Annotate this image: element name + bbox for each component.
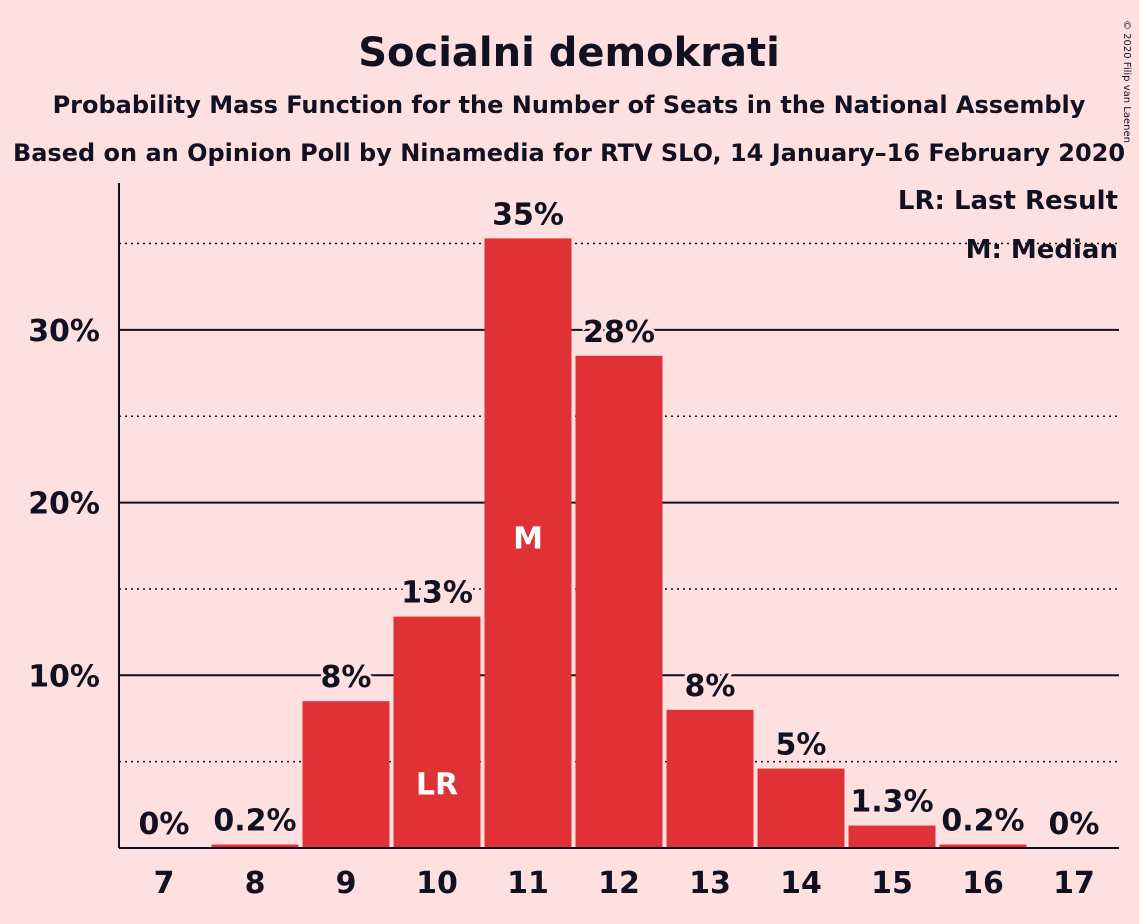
bar-seats-12 [575,355,663,848]
y-tick-label: 10% [28,659,100,694]
data-label: 13% [401,576,473,611]
bar-seats-11 [484,238,572,848]
bar-seats-15 [848,825,936,848]
x-tick-label: 11 [507,866,549,901]
data-label: 1.3% [850,785,933,820]
chart-subtitle-source: Based on an Opinion Poll by Ninamedia fo… [13,139,1125,167]
data-label: 35% [492,197,564,232]
y-tick-label: 20% [28,487,100,522]
legend-last-result: LR: Last Result [898,186,1118,216]
data-label: 0.2% [941,804,1024,839]
data-label: 5% [776,728,827,763]
data-label: 0% [1049,807,1100,842]
x-tick-label: 12 [598,866,640,901]
y-axis-ticks: 10% 20% 30% [28,314,100,694]
x-tick-label: 17 [1053,866,1095,901]
data-label: 8% [321,660,372,695]
x-tick-label: 13 [689,866,731,901]
bar-seats-9 [302,701,390,848]
y-tick-label: 30% [28,314,100,349]
data-label: 0.2% [213,804,296,839]
data-label: 8% [685,669,736,704]
bar-seats-16 [939,844,1027,848]
x-tick-label: 10 [416,866,458,901]
x-tick-label: 15 [871,866,913,901]
bar-marker-label: M [513,521,543,556]
copyright-note: © 2020 Filip van Laenen [1121,20,1132,143]
bar-seats-14 [757,768,845,848]
x-tick-label: 14 [780,866,822,901]
bar-marker-label: LR [416,767,458,802]
chart-subtitle: Probability Mass Function for the Number… [53,91,1086,119]
x-tick-label: 7 [154,866,175,901]
x-tick-label: 16 [962,866,1004,901]
bar-seats-8 [211,844,299,848]
legend-median: M: Median [966,235,1118,265]
chart-title: Socialni demokrati [358,30,780,76]
data-label: 0% [139,807,190,842]
bar-seats-13 [666,709,754,848]
x-tick-label: 8 [245,866,266,901]
x-axis-ticks: 7 8 9 10 11 12 13 14 15 16 17 [154,866,1095,901]
x-tick-label: 9 [336,866,357,901]
bar-seats-10 [393,616,481,848]
data-label: 28% [583,315,655,350]
bars [211,238,1027,848]
